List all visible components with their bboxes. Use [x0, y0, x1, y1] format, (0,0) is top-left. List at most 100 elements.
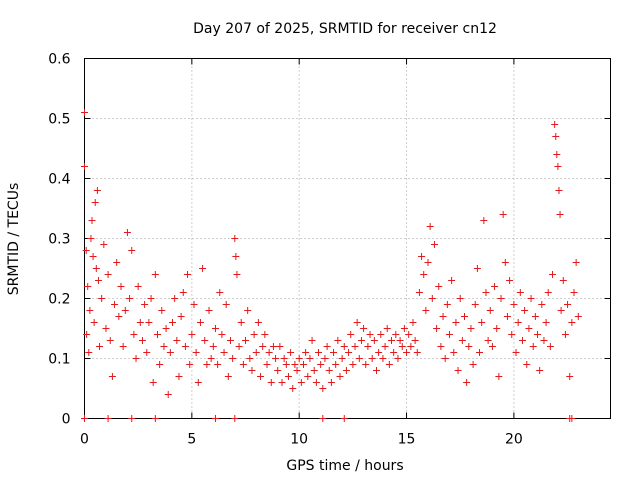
data-point — [340, 343, 348, 350]
data-point — [117, 283, 125, 290]
data-point — [542, 319, 550, 326]
data-point — [113, 259, 121, 266]
y-tick-label: 0 — [62, 412, 71, 428]
data-point — [338, 355, 346, 362]
data-point — [540, 337, 548, 344]
data-point — [534, 331, 542, 338]
data-point — [424, 259, 432, 266]
data-point — [222, 301, 230, 308]
data-point — [102, 325, 110, 332]
data-point — [362, 361, 370, 368]
data-point — [130, 331, 138, 338]
data-point — [415, 289, 423, 296]
data-point — [265, 349, 273, 356]
data-point — [327, 379, 335, 386]
data-point — [293, 367, 301, 374]
data-point — [224, 373, 232, 380]
data-point — [564, 301, 572, 308]
data-point — [81, 415, 88, 422]
data-point — [274, 367, 282, 374]
data-point — [510, 301, 518, 308]
data-point — [428, 295, 436, 302]
data-point — [231, 235, 239, 242]
data-point — [147, 295, 155, 302]
data-point — [375, 349, 383, 356]
x-axis-label: GPS time / hours — [286, 458, 403, 474]
y-tick-label: 0.5 — [48, 112, 70, 128]
data-point — [82, 247, 90, 254]
data-point — [497, 295, 505, 302]
data-point — [164, 391, 172, 398]
y-tick-label: 0.1 — [48, 352, 70, 368]
data-point — [149, 379, 157, 386]
data-point — [108, 373, 116, 380]
data-point — [229, 355, 237, 362]
data-point — [469, 361, 477, 368]
chart-title: Day 207 of 2025, SRMTID for receiver cn1… — [193, 21, 497, 37]
data-point — [126, 295, 134, 302]
data-point — [89, 253, 97, 260]
data-point — [334, 337, 342, 344]
data-point — [480, 217, 488, 224]
data-point — [166, 349, 174, 356]
data-point — [568, 319, 576, 326]
data-point — [355, 355, 363, 362]
data-point — [136, 319, 144, 326]
data-point — [132, 355, 140, 362]
data-point — [514, 319, 522, 326]
data-point — [248, 367, 256, 374]
data-point — [400, 325, 408, 332]
data-point — [523, 361, 531, 368]
data-point — [570, 289, 578, 296]
data-point — [478, 319, 486, 326]
data-point — [203, 361, 211, 368]
data-point — [207, 355, 215, 362]
data-point — [370, 337, 378, 344]
data-point — [544, 289, 552, 296]
data-points — [81, 109, 582, 422]
data-point — [435, 283, 443, 290]
data-point — [153, 331, 161, 338]
y-tick-label: 0.6 — [48, 52, 70, 68]
data-point — [390, 349, 398, 356]
data-point — [232, 253, 240, 260]
data-point — [347, 331, 355, 338]
plot-frame — [84, 58, 611, 419]
data-point — [351, 343, 359, 350]
data-point — [289, 385, 297, 392]
data-point — [445, 331, 453, 338]
data-point — [205, 307, 213, 314]
data-point — [216, 289, 224, 296]
data-point — [237, 319, 245, 326]
data-point — [233, 271, 241, 278]
data-point — [123, 229, 131, 236]
data-point — [398, 343, 406, 350]
data-point — [188, 331, 196, 338]
data-point — [531, 313, 539, 320]
data-point — [512, 349, 520, 356]
data-point — [381, 343, 389, 350]
data-point — [295, 355, 303, 362]
data-point — [559, 277, 567, 284]
data-point — [272, 355, 280, 362]
data-point — [179, 289, 187, 296]
data-point — [439, 313, 447, 320]
data-point — [357, 337, 365, 344]
data-point — [218, 331, 226, 338]
data-point — [463, 379, 471, 386]
data-point — [488, 343, 496, 350]
data-point — [332, 361, 340, 368]
data-point — [175, 373, 183, 380]
data-point — [566, 373, 574, 380]
data-point — [308, 337, 316, 344]
data-point — [93, 187, 101, 194]
x-tick-label: 0 — [80, 432, 89, 448]
data-point — [454, 367, 462, 374]
data-point — [349, 361, 357, 368]
data-point — [254, 319, 262, 326]
data-point — [379, 355, 387, 362]
data-point — [368, 355, 376, 362]
data-point — [413, 349, 421, 356]
data-point — [211, 325, 219, 332]
data-point — [323, 343, 331, 350]
